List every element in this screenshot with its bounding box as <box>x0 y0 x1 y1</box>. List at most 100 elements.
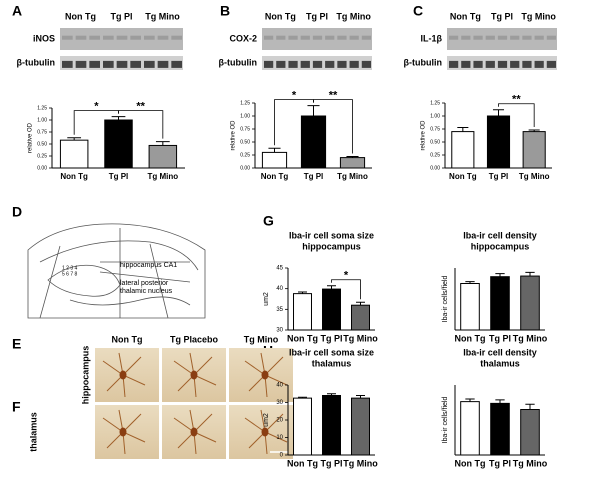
error-bar <box>356 395 365 399</box>
lane-label: Tg Pl <box>306 11 328 21</box>
error-bar <box>67 137 82 141</box>
error-bar <box>465 281 475 284</box>
blot-band <box>325 60 335 68</box>
x-tick-label: Non Tg <box>287 458 318 468</box>
microglia-process <box>122 374 146 386</box>
bar <box>59 139 89 169</box>
y-tick-label: 1.00 <box>430 113 440 119</box>
microglia-process <box>122 431 146 443</box>
blot-band <box>89 35 100 40</box>
blot-band <box>349 35 359 40</box>
significance-bracket <box>118 110 164 139</box>
microglia-process <box>102 417 124 433</box>
blot-band <box>349 60 359 68</box>
error-bar <box>495 273 505 277</box>
bar <box>339 157 366 169</box>
error-bar <box>525 403 535 410</box>
blot-band <box>497 60 508 68</box>
blot-band <box>130 60 141 68</box>
microglia-process <box>122 356 142 376</box>
x-tick-label: Tg Pl <box>304 172 324 181</box>
bar <box>293 397 312 456</box>
blot-band <box>546 35 556 40</box>
y-tick-label: 35 <box>276 307 283 313</box>
chart-title: hippocampus <box>471 241 530 251</box>
y-tick-label: 0.25 <box>240 152 250 158</box>
y-tick-label: 40 <box>276 383 283 389</box>
blot-band <box>288 60 298 68</box>
blot-band <box>473 35 483 40</box>
chart-title: thalamus <box>312 358 352 368</box>
blot-band <box>337 35 347 40</box>
significance-label: ** <box>136 101 145 113</box>
micrograph <box>95 348 159 402</box>
x-tick-label: Tg Mino <box>148 172 179 181</box>
error-bar <box>155 141 170 146</box>
blot-band <box>300 60 310 68</box>
panel-letter: E <box>12 336 21 352</box>
blot-band <box>546 60 556 68</box>
atlas-label: lateral posterior <box>120 280 169 287</box>
y-tick-label: 0.50 <box>37 141 47 147</box>
blot-row-label: IL-1β <box>421 33 443 43</box>
blot-band <box>276 60 286 68</box>
blot-band <box>449 60 459 68</box>
chart-title: thalamus <box>480 358 520 368</box>
micrograph <box>229 405 293 459</box>
microglia-process <box>264 374 288 386</box>
y-tick-label: 0.00 <box>430 165 440 171</box>
y-tick-label: 30 <box>276 328 283 334</box>
microglia-process <box>173 360 195 376</box>
bar <box>351 304 370 331</box>
y-tick-label: 1.00 <box>240 113 250 119</box>
error-bar <box>327 393 336 396</box>
y-tick-label: 10 <box>276 435 283 441</box>
bar <box>520 275 540 331</box>
blot-band <box>116 60 128 68</box>
error-bar <box>495 399 505 404</box>
error-bar <box>346 156 359 158</box>
x-tick-label: Tg Mino <box>519 172 550 181</box>
bar <box>293 293 312 331</box>
micrograph-column-label: Tg Mino <box>244 334 279 344</box>
blot-band <box>171 35 182 40</box>
lane-label: Non Tg <box>450 11 481 21</box>
x-tick-label: Non Tg <box>455 458 486 468</box>
blot-band <box>497 35 508 40</box>
bar <box>322 288 341 331</box>
microglia-process <box>264 356 284 376</box>
x-tick-label: Tg Mino <box>513 333 548 343</box>
x-tick-label: Tg Mino <box>343 458 378 468</box>
x-tick-label: Tg Pl <box>321 458 343 468</box>
microglia-soma <box>190 370 198 380</box>
chart-title: hippocampus <box>302 241 361 251</box>
blot-band <box>62 35 73 40</box>
error-bar <box>525 271 535 277</box>
lane-label: Non Tg <box>65 11 96 21</box>
blot-band <box>449 35 459 40</box>
y-tick-label: 0.00 <box>37 165 47 171</box>
y-tick-label: 1.00 <box>37 117 47 123</box>
blot-row-label: β-tubulin <box>17 57 55 67</box>
blot-band <box>510 35 520 40</box>
error-bar <box>356 301 365 306</box>
error-bar <box>492 109 505 116</box>
lane-label: Tg Mino <box>336 11 371 21</box>
chart-title: Iba-ir cell soma size <box>289 230 374 240</box>
y-tick-label: 0.50 <box>430 139 440 145</box>
y-axis-label: Iba-ir cells/field <box>442 397 449 444</box>
bar <box>104 119 133 169</box>
y-tick-label: 0.25 <box>430 152 440 158</box>
microglia-soma <box>119 370 127 380</box>
x-tick-label: Non Tg <box>287 333 318 343</box>
error-bar <box>457 126 469 132</box>
x-tick-label: Non Tg <box>455 333 486 343</box>
lane-label: Non Tg <box>265 11 296 21</box>
blot-band <box>75 60 87 68</box>
blot-band <box>276 35 286 40</box>
blot-band <box>522 60 532 68</box>
blot-band <box>325 35 335 40</box>
blot-band <box>103 60 114 68</box>
error-bar <box>298 396 307 399</box>
x-tick-label: Tg Pl <box>109 172 129 181</box>
